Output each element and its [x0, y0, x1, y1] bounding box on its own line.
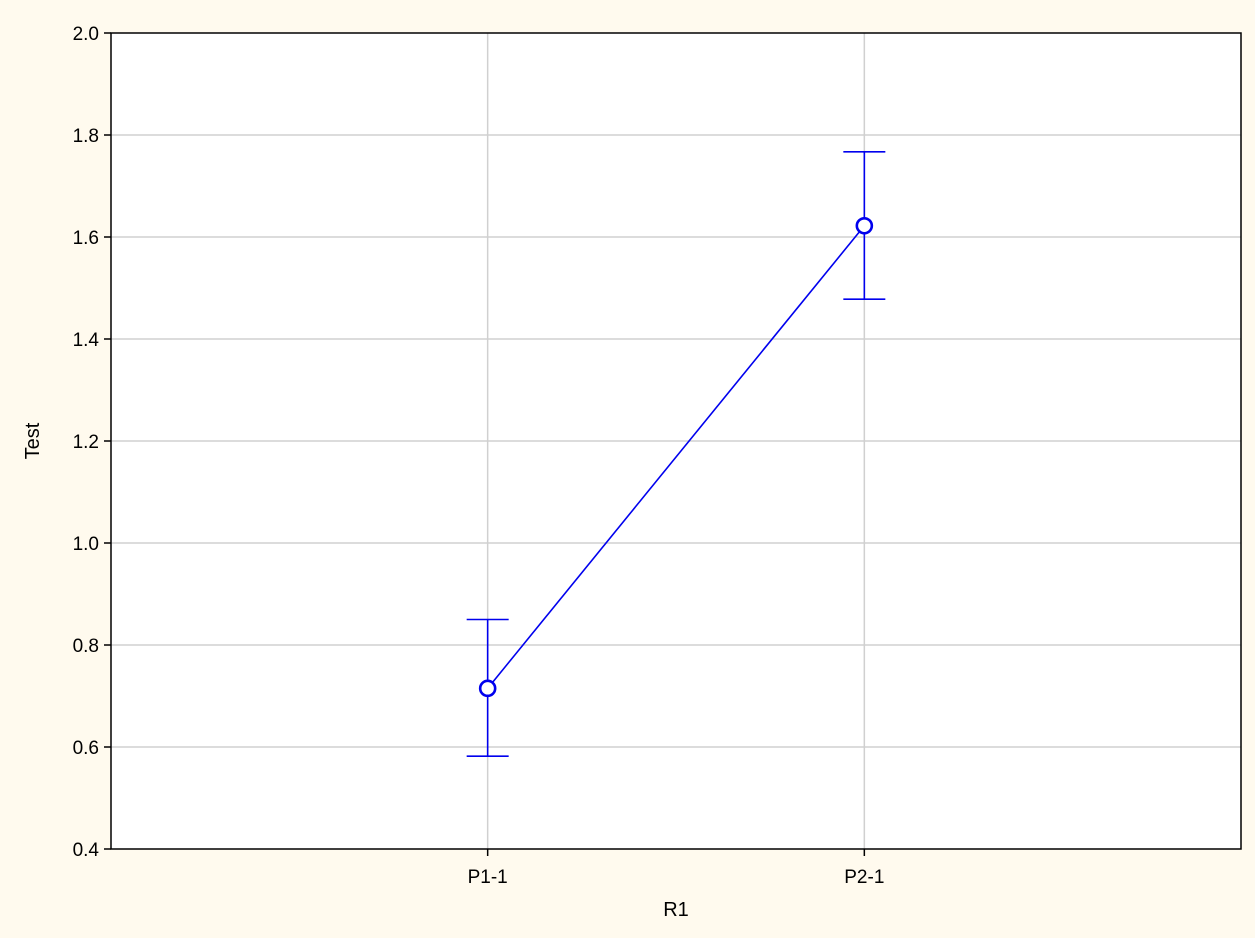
y-tick-label: 0.8: [73, 636, 99, 657]
x-axis-label: R1: [663, 899, 689, 921]
y-tick-label: 0.6: [73, 738, 99, 759]
plot-border: [110, 32, 1242, 850]
y-tick-label: 1.4: [73, 330, 100, 351]
y-tick-label: 2.0: [73, 24, 99, 45]
data-point: [478, 679, 497, 698]
series-line: [487, 225, 865, 689]
y-tick-label: 1.6: [73, 228, 99, 249]
data-point: [855, 216, 874, 235]
y-axis-label: Test: [22, 422, 44, 459]
y-tick-label: 1.8: [73, 126, 99, 147]
y-tick-label: 0.4: [73, 840, 100, 861]
x-tick-label: P2-1: [844, 867, 884, 888]
series-layer: [466, 151, 886, 757]
axes: [104, 32, 1242, 856]
y-tick-label: 1.2: [73, 432, 99, 453]
y-tick-label: 1.0: [73, 534, 99, 555]
tick-labels: 0.4 0.6 0.8 1.0 1.2 1.4 1.6 1.8 2.0 P1-1 P2-1: [73, 24, 885, 888]
x-tick-label: P1-1: [468, 867, 508, 888]
